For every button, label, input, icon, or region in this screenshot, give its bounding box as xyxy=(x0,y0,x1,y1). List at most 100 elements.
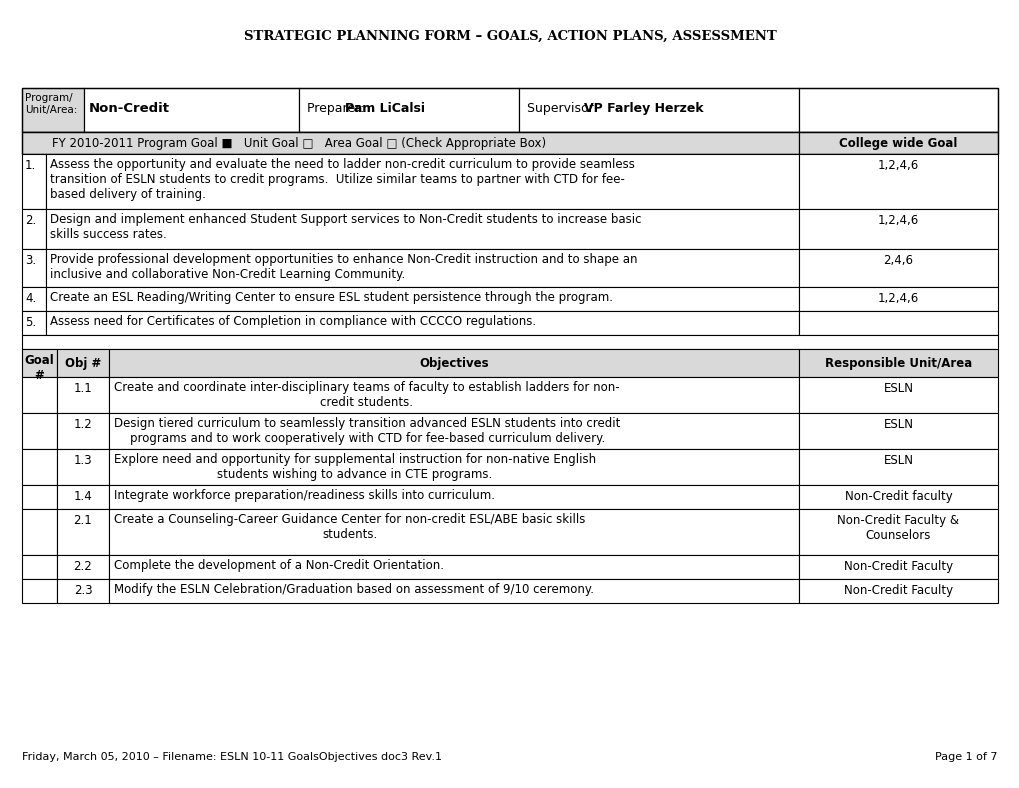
Bar xyxy=(22,335,997,349)
Bar xyxy=(798,349,997,377)
Text: 2,4,6: 2,4,6 xyxy=(882,254,913,267)
Bar xyxy=(22,88,84,132)
Bar xyxy=(798,132,997,154)
Bar xyxy=(57,413,109,449)
Bar xyxy=(22,132,997,154)
Bar xyxy=(57,509,109,555)
Bar xyxy=(22,413,57,449)
Text: 2.: 2. xyxy=(25,214,37,227)
Bar xyxy=(22,579,57,603)
Text: 1.3: 1.3 xyxy=(73,454,93,467)
Text: ESLN: ESLN xyxy=(882,454,913,467)
Bar xyxy=(22,377,57,413)
Bar xyxy=(22,154,46,209)
Text: VP Farley Herzek: VP Farley Herzek xyxy=(584,102,703,115)
Bar xyxy=(57,449,109,485)
Text: Complete the development of a Non-Credit Orientation.: Complete the development of a Non-Credit… xyxy=(114,559,443,572)
Bar xyxy=(46,287,798,311)
Text: Non-Credit Faculty: Non-Credit Faculty xyxy=(843,560,952,573)
Text: 1.4: 1.4 xyxy=(73,490,93,503)
Text: 2.1: 2.1 xyxy=(73,514,93,527)
Text: Friday, March 05, 2010 – Filename: ESLN 10-11 GoalsObjectives doc3 Rev.1: Friday, March 05, 2010 – Filename: ESLN … xyxy=(22,752,441,762)
Text: Create a Counseling-Career Guidance Center for non-credit ESL/ABE basic skills
s: Create a Counseling-Career Guidance Cent… xyxy=(114,513,585,541)
Bar xyxy=(57,377,109,413)
Bar xyxy=(109,509,798,555)
Text: 2.3: 2.3 xyxy=(73,584,93,597)
Bar xyxy=(22,132,798,154)
Bar xyxy=(798,88,997,132)
Bar xyxy=(57,579,109,603)
Bar xyxy=(22,555,57,579)
Text: Supervisor:: Supervisor: xyxy=(527,102,601,115)
Bar xyxy=(46,209,798,249)
Text: Modify the ESLN Celebration/Graduation based on assessment of 9/10 ceremony.: Modify the ESLN Celebration/Graduation b… xyxy=(114,583,593,596)
Bar xyxy=(798,509,997,555)
Bar xyxy=(109,377,798,413)
Bar xyxy=(798,485,997,509)
Text: 3.: 3. xyxy=(25,254,36,267)
Bar xyxy=(57,555,109,579)
Bar xyxy=(46,249,798,287)
Text: ESLN: ESLN xyxy=(882,382,913,395)
Text: Design tiered curriculum to seamlessly transition advanced ESLN students into cr: Design tiered curriculum to seamlessly t… xyxy=(114,417,620,445)
Text: Non-Credit Faculty &
Counselors: Non-Credit Faculty & Counselors xyxy=(837,514,959,542)
Bar xyxy=(299,88,519,132)
Bar xyxy=(46,311,798,335)
Bar xyxy=(22,509,57,555)
Text: Responsible Unit/Area: Responsible Unit/Area xyxy=(824,357,971,370)
Text: 4.: 4. xyxy=(25,292,37,305)
Text: Assess the opportunity and evaluate the need to ladder non-credit curriculum to : Assess the opportunity and evaluate the … xyxy=(50,158,634,201)
Bar xyxy=(22,287,46,311)
Bar xyxy=(57,349,109,377)
Bar xyxy=(22,88,997,132)
Text: Obj #: Obj # xyxy=(65,357,101,370)
Bar xyxy=(22,349,57,377)
Text: 1.2: 1.2 xyxy=(73,418,93,431)
Text: 5.: 5. xyxy=(25,316,36,329)
Bar xyxy=(22,209,46,249)
Text: 1,2,4,6: 1,2,4,6 xyxy=(877,214,918,227)
Bar xyxy=(109,349,798,377)
Bar xyxy=(798,154,997,209)
Text: Explore need and opportunity for supplemental instruction for non-native English: Explore need and opportunity for supplem… xyxy=(114,453,595,481)
Text: Goal
#: Goal # xyxy=(24,354,54,382)
Text: Create an ESL Reading/Writing Center to ensure ESL student persistence through t: Create an ESL Reading/Writing Center to … xyxy=(50,291,612,304)
Text: FY 2010-2011 Program Goal ■   Unit Goal □   Area Goal □ (Check Appropriate Box): FY 2010-2011 Program Goal ■ Unit Goal □ … xyxy=(52,137,545,150)
Bar xyxy=(109,555,798,579)
Text: 2.2: 2.2 xyxy=(73,560,93,573)
Text: 1.1: 1.1 xyxy=(73,382,93,395)
Text: Page 1 of 7: Page 1 of 7 xyxy=(934,752,997,762)
Text: Non-Credit: Non-Credit xyxy=(89,102,170,115)
Bar xyxy=(109,449,798,485)
Text: Objectives: Objectives xyxy=(419,357,488,370)
Text: ESLN: ESLN xyxy=(882,418,913,431)
Text: Integrate workforce preparation/readiness skills into curriculum.: Integrate workforce preparation/readines… xyxy=(114,489,494,502)
Bar xyxy=(798,311,997,335)
Text: Design and implement enhanced Student Support services to Non-Credit students to: Design and implement enhanced Student Su… xyxy=(50,213,641,241)
Bar xyxy=(798,579,997,603)
Bar xyxy=(22,249,46,287)
Text: Create and coordinate inter-disciplinary teams of faculty to establish ladders f: Create and coordinate inter-disciplinary… xyxy=(114,381,619,409)
Text: Non-Credit faculty: Non-Credit faculty xyxy=(844,490,952,503)
Bar xyxy=(109,413,798,449)
Bar xyxy=(57,485,109,509)
Text: Provide professional development opportunities to enhance Non-Credit instruction: Provide professional development opportu… xyxy=(50,253,637,281)
Text: Preparer:: Preparer: xyxy=(307,102,368,115)
Bar xyxy=(798,249,997,287)
Text: Assess need for Certificates of Completion in compliance with CCCCO regulations.: Assess need for Certificates of Completi… xyxy=(50,315,536,328)
Text: 1.: 1. xyxy=(25,159,37,172)
Bar xyxy=(798,377,997,413)
Bar xyxy=(109,579,798,603)
Bar xyxy=(22,485,57,509)
Bar xyxy=(22,449,57,485)
Bar xyxy=(46,154,798,209)
Text: College wide Goal: College wide Goal xyxy=(839,137,957,150)
Text: Program/
Unit/Area:: Program/ Unit/Area: xyxy=(25,93,77,114)
Bar xyxy=(798,209,997,249)
Bar xyxy=(798,287,997,311)
Text: Non-Credit Faculty: Non-Credit Faculty xyxy=(843,584,952,597)
Bar xyxy=(22,311,46,335)
Bar xyxy=(519,88,798,132)
Text: 1,2,4,6: 1,2,4,6 xyxy=(877,292,918,305)
Text: STRATEGIC PLANNING FORM – GOALS, ACTION PLANS, ASSESSMENT: STRATEGIC PLANNING FORM – GOALS, ACTION … xyxy=(244,30,775,43)
